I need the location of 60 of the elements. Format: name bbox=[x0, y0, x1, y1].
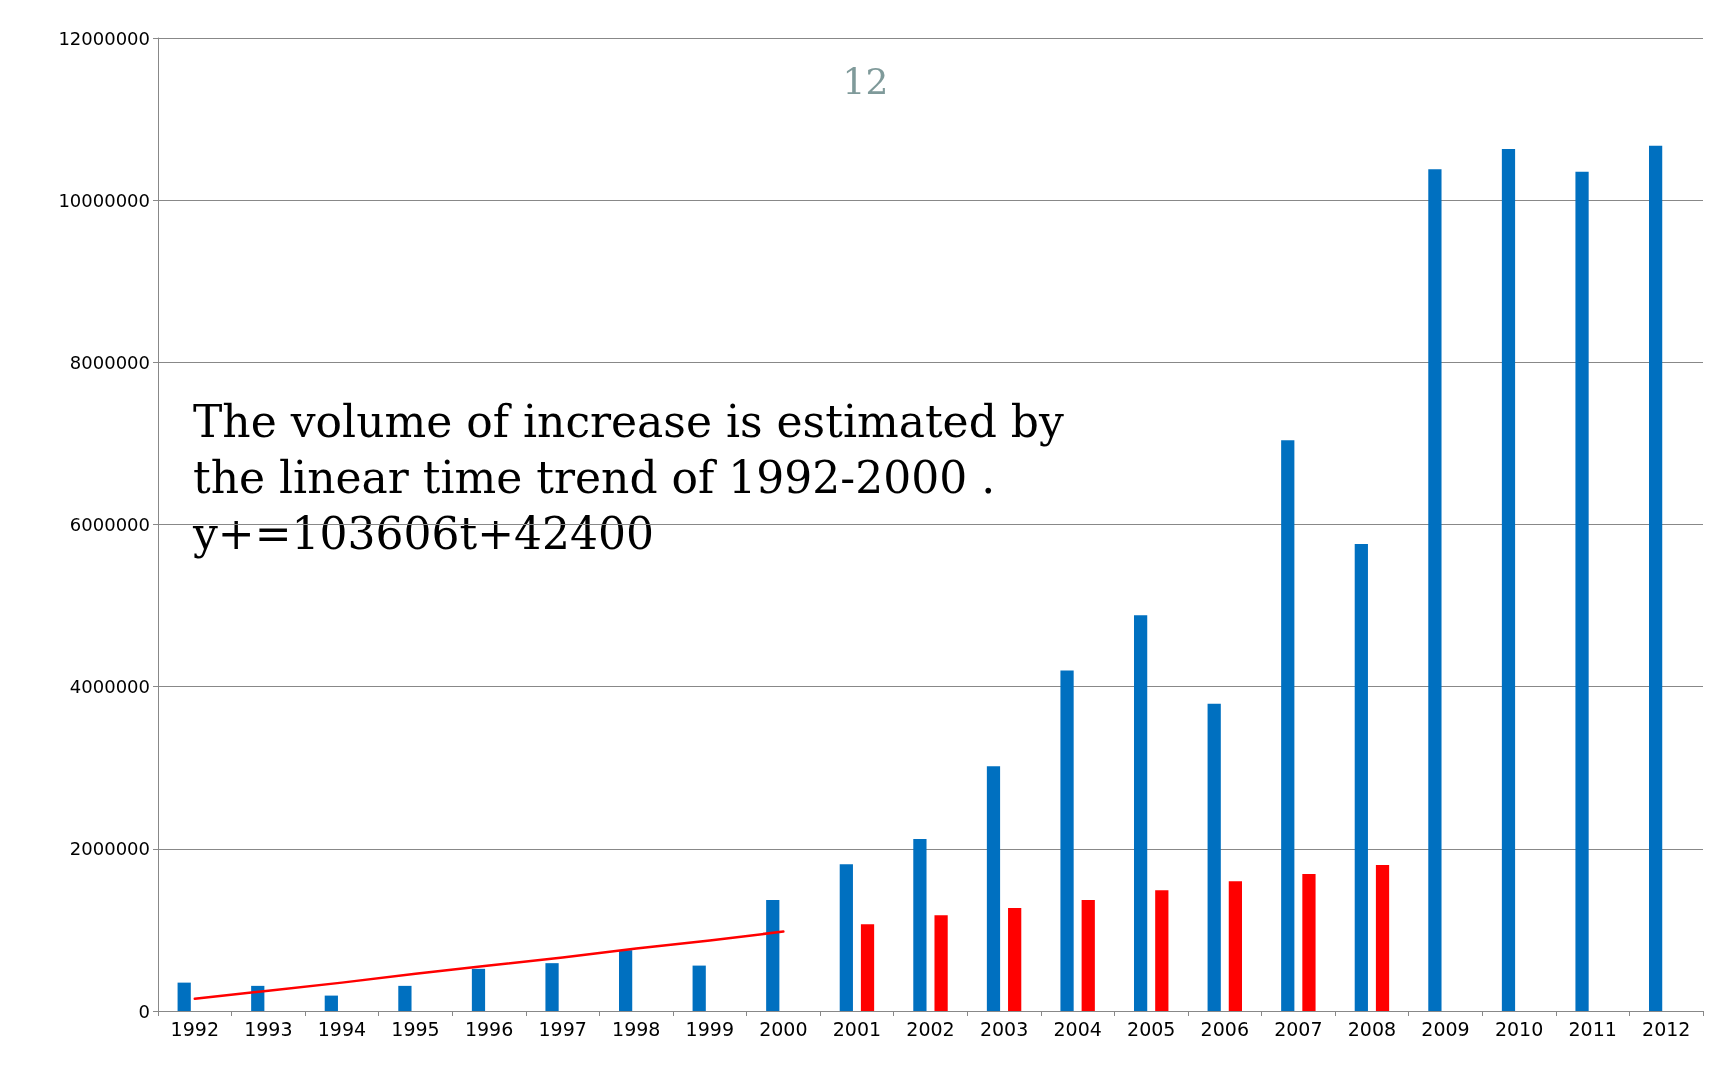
x-tick-label: 2011 bbox=[1568, 1017, 1617, 1040]
bar bbox=[1207, 703, 1221, 1011]
annotation: The volume of increase is estimated by the linear time trend of 1992-2000 . bbox=[193, 395, 1064, 503]
bar bbox=[839, 864, 853, 1011]
x-tick-label: 2004 bbox=[1053, 1017, 1102, 1040]
bar bbox=[1501, 149, 1516, 1011]
x-tick-label: 1994 bbox=[317, 1017, 367, 1040]
bar bbox=[1134, 615, 1148, 1011]
bar bbox=[986, 766, 1001, 1011]
x-tick-label: 1999 bbox=[685, 1017, 734, 1040]
x-tick-label: 2002 bbox=[906, 1017, 955, 1040]
x-tick-label: 2010 bbox=[1494, 1017, 1544, 1040]
x-tick-label: 1995 bbox=[391, 1017, 440, 1040]
bar bbox=[1155, 890, 1169, 1011]
x-tick-label: 2003 bbox=[979, 1017, 1029, 1040]
bar bbox=[1575, 171, 1589, 1011]
y-tick-label: 12000000 bbox=[58, 27, 150, 49]
bar bbox=[1228, 881, 1242, 1011]
bar bbox=[619, 950, 633, 1011]
bar bbox=[1649, 145, 1663, 1011]
bar bbox=[1302, 873, 1316, 1011]
x-tick-label: 1992 bbox=[170, 1017, 219, 1040]
x-tick-label: 1998 bbox=[612, 1017, 661, 1040]
bar bbox=[545, 963, 559, 1011]
y-tick-label: 8000000 bbox=[69, 351, 150, 373]
x-tick-label: 2012 bbox=[1642, 1017, 1691, 1040]
x-tick-label: 2000 bbox=[759, 1017, 808, 1040]
x-tick-label: 2007 bbox=[1274, 1017, 1323, 1040]
bar bbox=[398, 985, 412, 1011]
text: 12 bbox=[842, 60, 889, 102]
x-tick-label: 1997 bbox=[538, 1017, 587, 1040]
x-tick-label: 2001 bbox=[832, 1017, 882, 1040]
y-tick-label: 6000000 bbox=[69, 514, 150, 535]
x-tick-label: 2006 bbox=[1200, 1017, 1249, 1040]
bar bbox=[471, 968, 486, 1011]
bar bbox=[860, 924, 875, 1011]
bar bbox=[1375, 865, 1390, 1011]
x-tick-label: 2009 bbox=[1421, 1017, 1470, 1040]
x-tick-label: 2005 bbox=[1127, 1017, 1176, 1040]
bar bbox=[692, 965, 706, 1011]
bar bbox=[324, 995, 338, 1011]
bar bbox=[1060, 670, 1074, 1011]
bar bbox=[177, 982, 191, 1011]
bar bbox=[913, 839, 927, 1011]
x-tick-label: 1993 bbox=[244, 1017, 293, 1040]
y-tick-label: 10000000 bbox=[58, 189, 150, 211]
bar bbox=[766, 899, 780, 1011]
bar bbox=[934, 915, 948, 1011]
bar bbox=[1081, 899, 1095, 1011]
y-tick-label: 4000000 bbox=[69, 676, 150, 698]
annotation: y+=103606t+42400 bbox=[192, 507, 655, 559]
line-series bbox=[193, 930, 785, 1001]
bar bbox=[1354, 543, 1368, 1011]
x-tick-label: 1996 bbox=[464, 1017, 514, 1040]
x-tick-label: 2008 bbox=[1347, 1017, 1397, 1040]
bar bbox=[1428, 169, 1442, 1011]
y-tick-label: 0 bbox=[138, 1000, 150, 1022]
bar bbox=[1008, 908, 1022, 1011]
y-tick-label: 2000000 bbox=[69, 838, 150, 860]
bar bbox=[1281, 440, 1295, 1011]
